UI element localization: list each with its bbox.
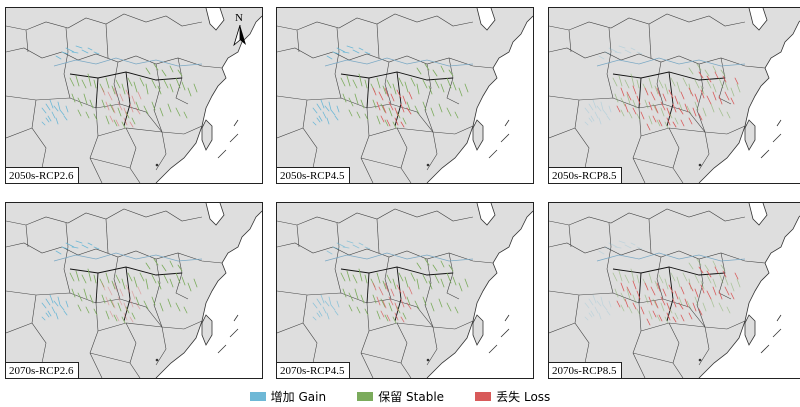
- map: [6, 203, 262, 378]
- panel-label: 2050s-RCP8.5: [549, 167, 622, 183]
- map: [549, 203, 800, 378]
- map-panel-2050s-rcp26: N 2050s-RCP2.6: [5, 7, 263, 184]
- map: [549, 8, 800, 183]
- panel-label: 2070s-RCP4.5: [277, 362, 350, 378]
- legend-swatch: [475, 392, 492, 401]
- map: [277, 8, 533, 183]
- legend-swatch: [249, 392, 266, 401]
- north-arrow-icon: N: [232, 12, 250, 50]
- map: [277, 203, 533, 378]
- panel-label: 2070s-RCP8.5: [549, 362, 622, 378]
- legend-item-stable: 保留 Stable: [357, 388, 444, 405]
- map-panel-2070s-rcp26: 2070s-RCP2.6: [5, 202, 263, 379]
- map-panel-2070s-rcp45: 2070s-RCP4.5: [276, 202, 534, 379]
- map-panel-2050s-rcp85: 2050s-RCP8.5: [548, 7, 800, 184]
- map: [6, 8, 262, 183]
- panel-label: 2050s-RCP4.5: [277, 167, 350, 183]
- map-panel-2050s-rcp45: 2050s-RCP4.5: [276, 7, 534, 184]
- legend: 增加 Gain 保留 Stable 丢失 Loss: [0, 388, 800, 406]
- panel-label: 2050s-RCP2.6: [6, 167, 79, 183]
- legend-label: 丢失 Loss: [496, 390, 551, 404]
- north-label: N: [235, 12, 243, 24]
- map-panel-2070s-rcp85: 2070s-RCP8.5: [548, 202, 800, 379]
- panel-label: 2070s-RCP2.6: [6, 362, 79, 378]
- legend-label: 保留 Stable: [378, 390, 445, 404]
- legend-item-loss: 丢失 Loss: [475, 388, 550, 405]
- legend-label: 增加 Gain: [270, 390, 327, 404]
- legend-item-gain: 增加 Gain: [249, 388, 327, 405]
- legend-swatch: [357, 392, 374, 401]
